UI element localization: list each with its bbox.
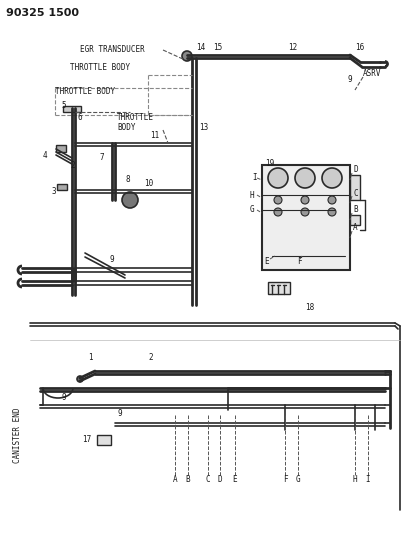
Circle shape	[122, 192, 138, 208]
Text: 1: 1	[88, 353, 93, 362]
Circle shape	[328, 208, 336, 216]
Text: 90325 1500: 90325 1500	[6, 8, 79, 18]
Text: C: C	[353, 189, 358, 198]
Text: C: C	[206, 475, 210, 484]
Text: CANISTER END: CANISTER END	[13, 407, 22, 463]
Circle shape	[182, 51, 192, 61]
Bar	[97, 435, 111, 445]
Text: THROTTLE BODY: THROTTLE BODY	[55, 87, 115, 96]
Circle shape	[274, 208, 282, 216]
Text: 14: 14	[196, 43, 205, 52]
Text: I: I	[252, 174, 257, 182]
Text: 2: 2	[70, 160, 75, 169]
Circle shape	[274, 196, 282, 204]
Circle shape	[322, 168, 342, 188]
Text: 2: 2	[148, 353, 153, 362]
Circle shape	[328, 196, 336, 204]
Text: 11: 11	[150, 132, 159, 141]
Text: G: G	[250, 206, 255, 214]
Text: 16: 16	[355, 43, 364, 52]
Text: 15: 15	[213, 43, 222, 52]
Circle shape	[268, 168, 288, 188]
Bar	[350, 215, 360, 225]
Text: ASRV: ASRV	[363, 69, 381, 77]
Text: 9: 9	[62, 392, 67, 401]
Circle shape	[301, 208, 309, 216]
Bar	[63, 106, 81, 112]
Text: BODY: BODY	[117, 123, 135, 132]
Circle shape	[301, 196, 309, 204]
Text: 18: 18	[305, 303, 314, 312]
Text: F: F	[283, 475, 287, 484]
Text: I: I	[366, 475, 370, 484]
Text: 9: 9	[118, 408, 123, 417]
Text: B: B	[353, 206, 358, 214]
Text: 3: 3	[52, 188, 57, 197]
Text: D: D	[353, 166, 358, 174]
Text: 12: 12	[288, 43, 297, 52]
Text: E: E	[233, 475, 237, 484]
Text: A: A	[353, 223, 358, 232]
Text: B: B	[186, 475, 190, 484]
Text: 5: 5	[61, 101, 66, 109]
Text: G: G	[296, 475, 300, 484]
Text: 17: 17	[82, 435, 91, 445]
Bar	[350, 175, 360, 200]
Text: THROTTLE BODY: THROTTLE BODY	[70, 62, 130, 71]
Text: F: F	[297, 257, 302, 266]
Text: 4: 4	[43, 150, 48, 159]
Bar	[56, 145, 66, 152]
Text: H: H	[250, 190, 255, 199]
Text: 10: 10	[144, 179, 153, 188]
Text: H: H	[353, 475, 357, 484]
Text: THROTTLE: THROTTLE	[117, 112, 154, 122]
Circle shape	[77, 376, 83, 382]
Bar	[268, 282, 290, 294]
Text: 7: 7	[100, 154, 104, 163]
Text: A: A	[173, 475, 177, 484]
Circle shape	[295, 168, 315, 188]
Text: 13: 13	[199, 124, 208, 133]
Text: E: E	[264, 257, 268, 266]
Text: 9: 9	[348, 76, 353, 85]
Text: 6: 6	[78, 114, 83, 123]
Text: 9: 9	[110, 255, 115, 264]
Bar	[57, 184, 67, 190]
Text: 8: 8	[125, 175, 130, 184]
Text: EGR TRANSDUCER: EGR TRANSDUCER	[80, 45, 145, 54]
Text: 19: 19	[265, 158, 274, 167]
Bar	[262, 165, 350, 270]
Text: D: D	[218, 475, 222, 484]
